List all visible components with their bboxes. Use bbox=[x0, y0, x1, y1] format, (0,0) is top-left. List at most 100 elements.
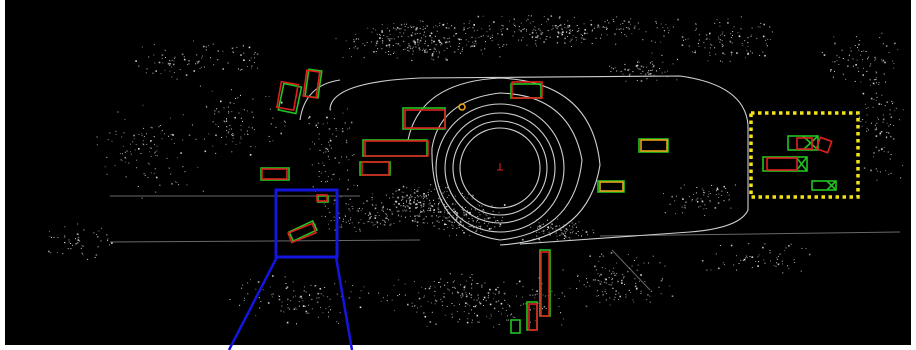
lidar-point bbox=[224, 121, 226, 123]
lidar-point bbox=[717, 189, 719, 191]
lidar-point bbox=[543, 229, 545, 232]
lidar-point bbox=[888, 173, 890, 175]
lidar-point bbox=[321, 215, 323, 217]
lidar-point bbox=[636, 269, 638, 271]
lidar-point bbox=[422, 218, 424, 220]
lidar-point bbox=[436, 220, 438, 222]
lidar-point bbox=[424, 315, 427, 318]
lidar-point bbox=[548, 227, 550, 229]
lidar-point bbox=[281, 301, 283, 303]
lidar-point bbox=[437, 26, 439, 28]
lidar-point bbox=[109, 132, 111, 134]
lidar-point bbox=[459, 318, 461, 320]
lidar-point bbox=[522, 303, 524, 305]
lidar-point bbox=[703, 194, 705, 196]
lidar-point bbox=[484, 282, 486, 284]
lidar-point bbox=[426, 25, 428, 27]
lidar-point bbox=[429, 49, 431, 50]
lidar-point bbox=[536, 293, 538, 295]
lidar-point bbox=[275, 126, 277, 128]
lidar-point bbox=[287, 307, 289, 309]
lidar-point bbox=[280, 132, 282, 135]
lidar-point bbox=[435, 300, 438, 302]
scene-background bbox=[5, 0, 911, 345]
lidar-point bbox=[442, 24, 444, 26]
lidar-point bbox=[368, 221, 370, 223]
lidar-point bbox=[468, 312, 470, 314]
lidar-point bbox=[564, 295, 566, 297]
lidar-point bbox=[536, 235, 538, 237]
lidar-point bbox=[423, 204, 425, 206]
lidar-point bbox=[447, 288, 449, 290]
lidar-point bbox=[154, 152, 156, 154]
lidar-point bbox=[709, 201, 711, 203]
lidar-point bbox=[407, 36, 409, 38]
lidar-point bbox=[865, 121, 867, 123]
lidar-point bbox=[439, 281, 441, 283]
lidar-point bbox=[498, 292, 500, 294]
lidar-point bbox=[243, 59, 245, 61]
lidar-point bbox=[387, 38, 389, 40]
lidar-point bbox=[375, 51, 377, 53]
lidar-point bbox=[416, 225, 418, 227]
lidar-point bbox=[668, 29, 670, 31]
lidar-point bbox=[513, 23, 515, 25]
lidar-point bbox=[405, 206, 406, 208]
lidar-point bbox=[328, 316, 329, 318]
lidar-point bbox=[672, 26, 674, 28]
lidar-point bbox=[478, 212, 480, 213]
lidar-point bbox=[324, 287, 326, 288]
lidar-point bbox=[609, 297, 611, 299]
lidar-point bbox=[386, 215, 388, 217]
lidar-point bbox=[345, 221, 347, 223]
lidar-point bbox=[361, 208, 363, 210]
lidar-point bbox=[869, 65, 871, 67]
lidar-point bbox=[864, 103, 866, 105]
lidar-point bbox=[253, 129, 255, 131]
lidar-point bbox=[489, 217, 491, 219]
lidar-point bbox=[630, 292, 632, 294]
lidar-point bbox=[801, 247, 803, 249]
lidar-point bbox=[49, 230, 50, 232]
lidar-point bbox=[473, 299, 475, 301]
lidar-point bbox=[178, 184, 180, 186]
prediction-marker bbox=[458, 103, 466, 111]
lidar-point bbox=[462, 294, 464, 296]
prediction-box bbox=[511, 81, 543, 99]
lidar-point bbox=[808, 253, 811, 256]
lidar-point bbox=[616, 28, 618, 30]
lidar-point bbox=[880, 131, 883, 133]
lidar-point bbox=[399, 32, 401, 34]
lidar-point bbox=[558, 33, 559, 35]
lidar-point bbox=[440, 286, 441, 288]
lidar-point bbox=[150, 156, 152, 157]
lidar-point bbox=[582, 35, 583, 37]
lidar-point bbox=[459, 221, 462, 223]
lidar-point bbox=[381, 38, 383, 40]
lidar-point bbox=[478, 36, 480, 38]
lidar-point bbox=[428, 287, 431, 290]
ground-truth-box bbox=[597, 180, 625, 193]
lidar-point bbox=[709, 54, 711, 56]
lidar-point bbox=[895, 107, 897, 109]
lidar-point bbox=[156, 145, 158, 147]
lidar-point bbox=[885, 81, 887, 83]
lidar-point bbox=[269, 108, 271, 110]
lidar-point bbox=[695, 23, 697, 25]
lidar-point bbox=[660, 293, 662, 295]
lidar-point bbox=[597, 273, 599, 275]
lidar-point bbox=[153, 172, 155, 174]
lidar-point bbox=[607, 19, 608, 21]
lidar-point bbox=[599, 301, 601, 303]
lidar-point bbox=[415, 28, 418, 30]
lidar-point bbox=[637, 61, 638, 63]
lidar-point bbox=[471, 279, 473, 281]
lidar-point bbox=[471, 283, 473, 284]
lidar-point bbox=[477, 216, 479, 217]
prediction-box bbox=[815, 136, 833, 154]
lidar-point bbox=[634, 278, 636, 280]
lidar-point bbox=[446, 23, 448, 25]
lidar-point bbox=[606, 29, 608, 30]
lidar-point bbox=[240, 138, 242, 140]
lidar-point bbox=[462, 295, 464, 297]
